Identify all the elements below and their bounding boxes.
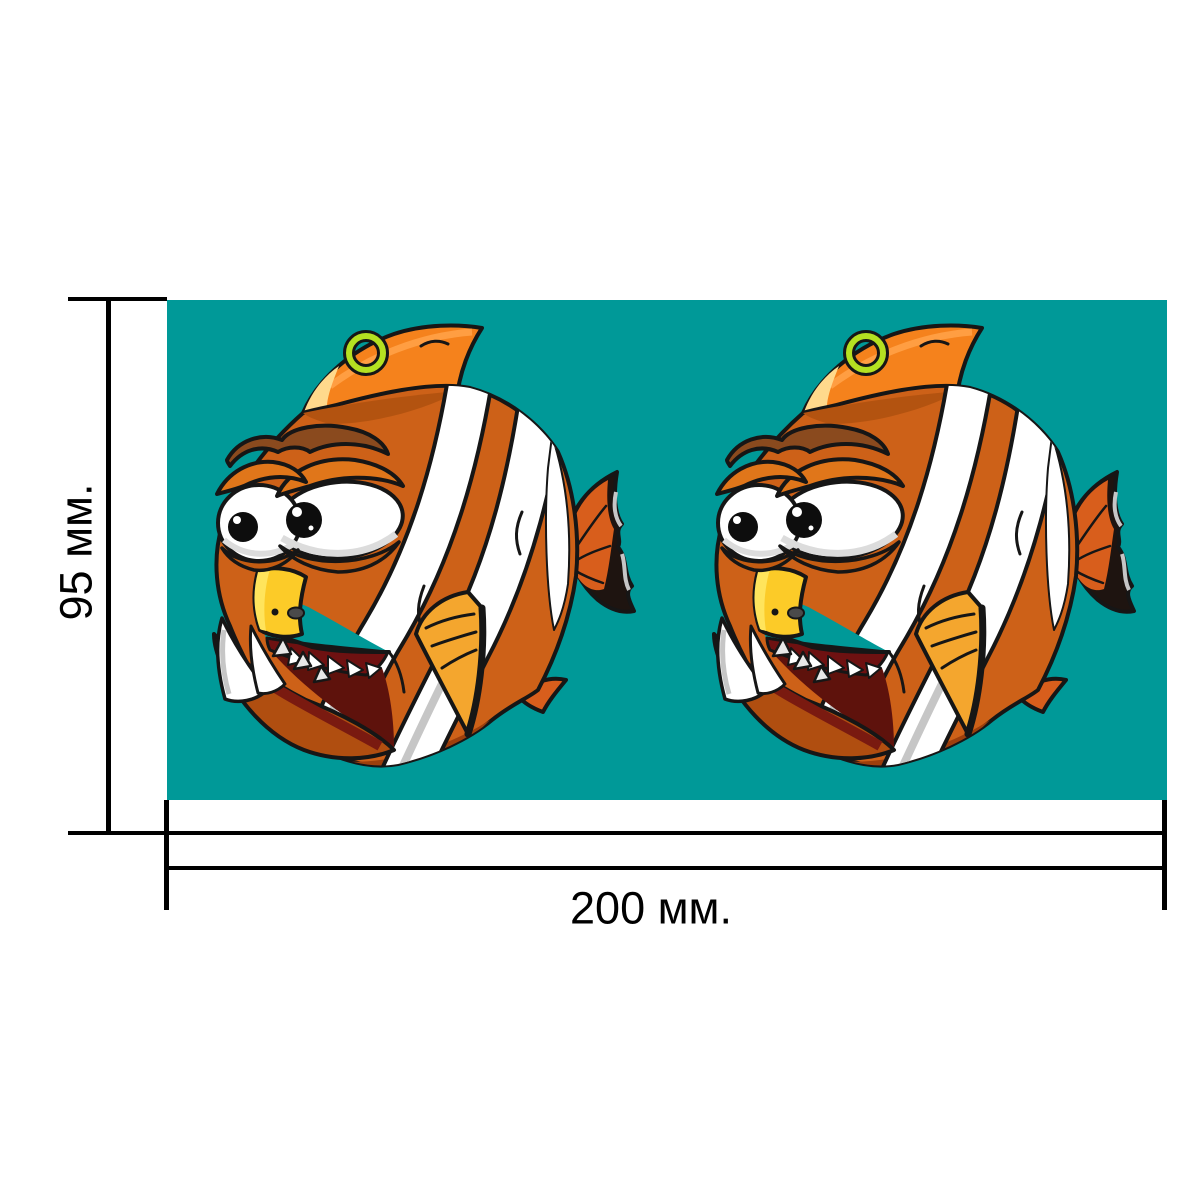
fish-illustration-2: [670, 300, 1170, 800]
width-dimension-label: 200 мм.: [570, 882, 732, 934]
height-dimension-line: [106, 297, 111, 835]
height-dimension-top-tick: [68, 297, 167, 301]
sticker-preview: [167, 300, 1167, 800]
width-dimension-bottom-line: [166, 866, 1167, 870]
width-dimension-left-extension: [164, 800, 169, 910]
fish-illustration-1: [170, 300, 670, 800]
height-dimension-label: 95 мм.: [50, 483, 102, 621]
width-dimension-right-extension: [1162, 800, 1167, 910]
width-dimension-top-line: [68, 831, 1167, 835]
